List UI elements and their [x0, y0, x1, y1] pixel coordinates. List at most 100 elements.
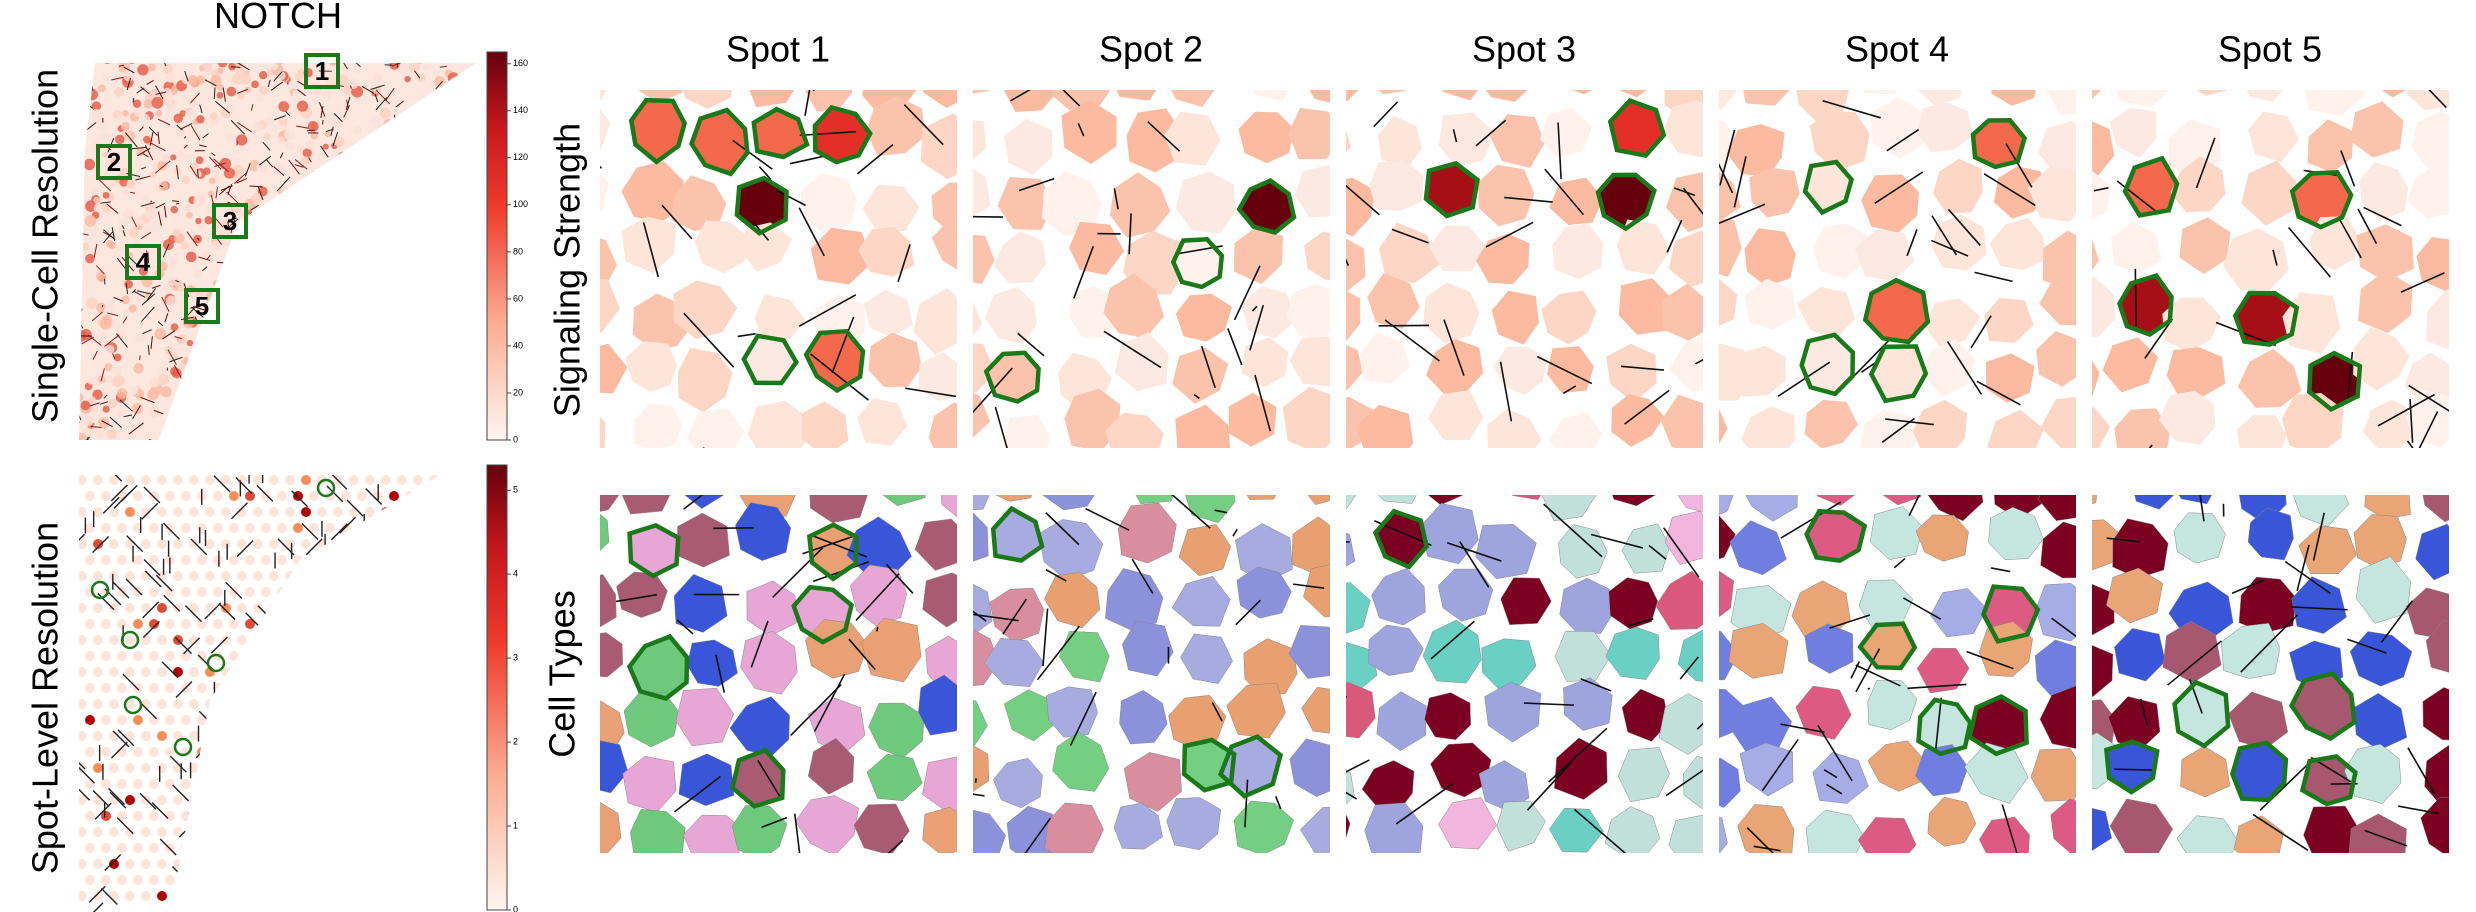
map-link	[118, 64, 124, 67]
map-cell	[308, 402, 320, 413]
map-cell	[434, 76, 446, 87]
map-link	[186, 231, 198, 247]
map-cell	[110, 158, 118, 166]
map-cell	[90, 109, 103, 121]
map-cell	[287, 391, 297, 400]
map-cell	[414, 255, 424, 265]
map-cell	[432, 392, 439, 400]
map-link	[140, 396, 155, 404]
map-link	[167, 349, 177, 365]
map-spot	[293, 843, 303, 853]
cell	[2092, 360, 2100, 397]
map-link	[226, 191, 240, 205]
cell	[1226, 682, 1286, 739]
map-cell	[271, 385, 284, 398]
map-link	[285, 403, 298, 420]
cell	[1299, 806, 1330, 853]
cell-link	[2093, 187, 2109, 192]
map-spot	[333, 699, 343, 709]
map-cell	[267, 283, 278, 294]
cell	[1361, 760, 1415, 811]
cell-link	[848, 638, 876, 671]
map-link	[281, 362, 296, 369]
map-spot	[93, 731, 103, 741]
map-link	[174, 336, 182, 340]
map-link	[282, 399, 288, 413]
cell-link	[2167, 640, 2222, 686]
map-spot	[269, 571, 279, 581]
map-cell	[312, 213, 321, 222]
map-link	[328, 338, 339, 346]
map-cell	[364, 176, 374, 186]
map-cell	[242, 362, 251, 371]
cell-link	[1391, 228, 1429, 244]
map-link	[320, 370, 329, 373]
cell	[1228, 392, 1277, 447]
cell-link	[1733, 156, 1747, 208]
map-cell	[81, 242, 90, 251]
map-cell	[445, 63, 453, 69]
map-link	[451, 138, 466, 150]
map-spot	[389, 779, 399, 789]
cell	[1719, 279, 1738, 326]
spot-marker-box	[304, 53, 340, 89]
map-link	[122, 230, 126, 237]
cell	[2028, 166, 2076, 222]
map-spot	[189, 571, 199, 581]
map-link	[294, 164, 304, 168]
highlighted-cell	[1868, 344, 1929, 404]
map-cell	[237, 92, 245, 100]
cell-link	[2195, 137, 2216, 189]
map-cell	[213, 175, 223, 185]
map-spot	[221, 507, 231, 517]
map-spot	[373, 555, 383, 565]
map-link	[208, 887, 226, 905]
map-cell	[316, 353, 326, 363]
map-link	[99, 401, 109, 405]
map-cell	[229, 261, 242, 273]
map-cell	[310, 315, 318, 324]
cell	[1605, 626, 1660, 680]
cell	[1617, 747, 1670, 802]
map-spot	[333, 539, 343, 549]
map-cell	[400, 143, 407, 150]
map-cell	[253, 287, 266, 300]
map-spot	[173, 699, 183, 709]
map-link	[169, 755, 187, 773]
map-spot	[261, 779, 271, 789]
map-link	[111, 76, 124, 81]
map-spot	[429, 891, 439, 901]
map-link	[273, 166, 285, 176]
map-spot	[157, 667, 167, 677]
map-cell	[333, 136, 345, 148]
map-cell	[103, 63, 111, 64]
cell-link	[761, 816, 788, 829]
cell	[621, 161, 684, 223]
map-spot	[149, 683, 159, 693]
cell	[2092, 645, 2114, 697]
map-link	[363, 366, 373, 383]
cell-link	[973, 215, 1004, 218]
map-cell	[313, 432, 322, 440]
map-link	[240, 381, 249, 392]
map-spot	[229, 587, 239, 597]
map-link	[334, 385, 351, 400]
map-cell	[288, 238, 301, 251]
map-link	[204, 79, 217, 87]
map-cell	[187, 98, 196, 107]
map-cell	[121, 295, 130, 305]
cell	[1069, 285, 1120, 339]
map-link	[225, 581, 243, 599]
map-cell	[471, 159, 476, 170]
highlighted-cell	[751, 106, 810, 160]
cell-link	[1002, 598, 1027, 635]
map-link	[412, 109, 415, 115]
map-cell	[463, 142, 474, 153]
map-cell	[403, 226, 412, 235]
cell-link	[1990, 567, 2011, 573]
map-link	[216, 442, 223, 456]
map-spot	[125, 891, 135, 901]
map-spot	[413, 827, 423, 837]
map-spot	[413, 795, 423, 805]
map-link	[352, 263, 357, 277]
